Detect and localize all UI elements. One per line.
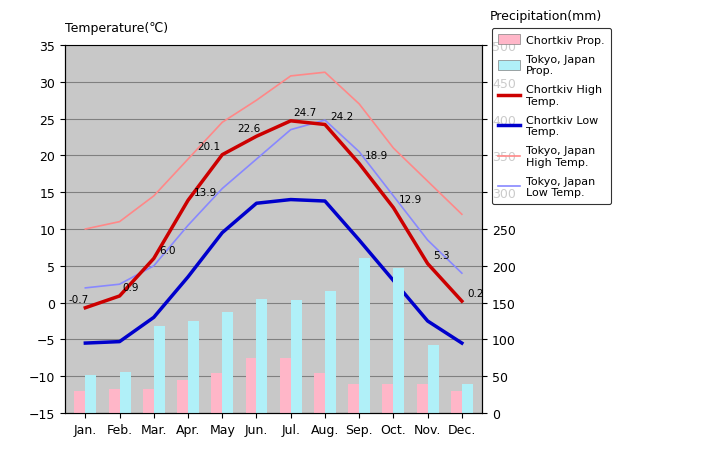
- Bar: [177, 380, 188, 413]
- Bar: [325, 291, 336, 413]
- Bar: [211, 373, 222, 413]
- Text: 24.2: 24.2: [330, 112, 354, 122]
- Bar: [451, 391, 462, 413]
- Text: -0.7: -0.7: [68, 295, 89, 304]
- Text: Precipitation(mm): Precipitation(mm): [490, 10, 602, 23]
- Legend: Chortkiv Prop., Tokyo, Japan
Prop., Chortkiv High
Temp., Chortkiv Low
Temp., Tok: Chortkiv Prop., Tokyo, Japan Prop., Chor…: [492, 28, 611, 205]
- Text: 18.9: 18.9: [365, 151, 388, 161]
- Bar: [109, 390, 120, 413]
- Text: 6.0: 6.0: [159, 246, 176, 255]
- Bar: [428, 346, 438, 413]
- Bar: [222, 313, 233, 413]
- Text: 13.9: 13.9: [194, 187, 217, 197]
- Text: 5.3: 5.3: [433, 251, 450, 260]
- Bar: [120, 372, 130, 413]
- Text: Precipitation(mm): Precipitation(mm): [0, 458, 1, 459]
- Bar: [382, 384, 393, 413]
- Bar: [154, 326, 165, 413]
- Text: 22.6: 22.6: [237, 123, 261, 134]
- Text: 24.7: 24.7: [294, 108, 317, 118]
- Bar: [246, 358, 256, 413]
- Text: 20.1: 20.1: [197, 142, 220, 152]
- Bar: [314, 373, 325, 413]
- Bar: [393, 269, 405, 413]
- Bar: [86, 375, 96, 413]
- Text: 0.2: 0.2: [467, 288, 484, 298]
- Bar: [462, 384, 473, 413]
- Bar: [417, 384, 428, 413]
- Text: Temperature(℃): Temperature(℃): [65, 22, 168, 35]
- Bar: [280, 358, 291, 413]
- Bar: [188, 321, 199, 413]
- Bar: [359, 259, 370, 413]
- Bar: [256, 299, 267, 413]
- Bar: [143, 389, 154, 413]
- Text: 12.9: 12.9: [399, 195, 422, 205]
- Bar: [74, 391, 86, 413]
- Bar: [348, 384, 359, 413]
- Bar: [291, 301, 302, 413]
- Text: 0.9: 0.9: [122, 283, 139, 293]
